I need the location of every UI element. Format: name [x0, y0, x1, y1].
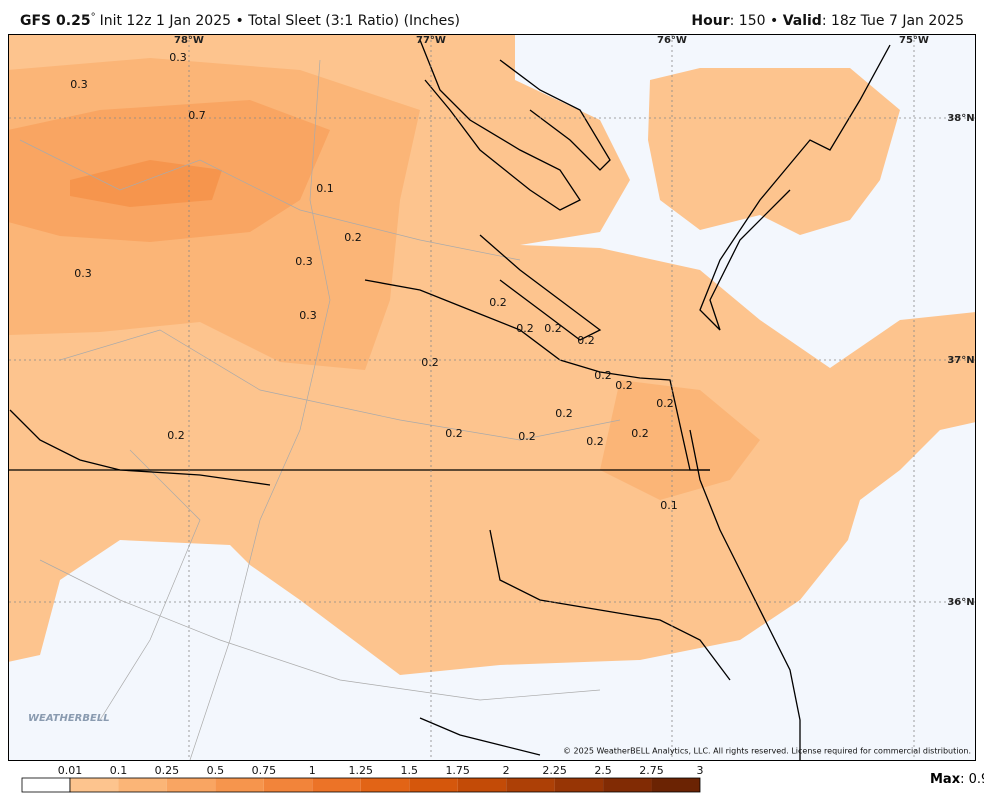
colorbar-tick: 0.75 — [252, 764, 277, 777]
colorbar-tick: 2.75 — [639, 764, 664, 777]
contour-label: 0.2 — [544, 322, 562, 335]
latitude-label: 37°N — [947, 355, 974, 366]
description: Init 12z 1 Jan 2025 • Total Sleet (3:1 R… — [100, 13, 460, 29]
valid-label: Valid — [783, 13, 822, 29]
map — [9, 35, 976, 760]
colorbar-blank — [21, 777, 71, 793]
colorbar-segment — [70, 778, 119, 792]
colorbar-segment — [506, 778, 555, 792]
contour-label: 0.3 — [74, 267, 92, 280]
hour-value: : 150 • — [730, 13, 783, 29]
colorbar-tick: 0.5 — [207, 764, 225, 777]
model: GFS 0.25 — [20, 13, 91, 29]
map-frame — [8, 34, 976, 761]
contour-label: 0.2 — [167, 429, 185, 442]
model-name: GFS 0.25° Init 12z 1 Jan 2025 • Total Sle… — [20, 12, 460, 29]
colorbar-tick: 0.25 — [155, 764, 180, 777]
longitude-label: 77°W — [416, 35, 446, 46]
contour-label: 0.2 — [489, 296, 507, 309]
colorbar-frame — [69, 777, 701, 793]
colorbar-tick: 3 — [697, 764, 704, 777]
contour-label: 0.1 — [660, 499, 678, 512]
contour-label: 0.3 — [299, 309, 317, 322]
contour-label: 0.2 — [344, 231, 362, 244]
colorbar-tick: 1.5 — [400, 764, 418, 777]
contour-label: 0.3 — [70, 78, 88, 91]
max-number: : 0.9 — [960, 772, 984, 787]
coastlines — [9, 39, 891, 760]
colorbar-segment — [409, 778, 458, 792]
contour-label: 0.2 — [631, 427, 649, 440]
contour-label: 0.3 — [295, 255, 313, 268]
contour-label: 0.2 — [586, 435, 604, 448]
contour-label: 0.2 — [656, 397, 674, 410]
contour-label: 0.2 — [516, 322, 534, 335]
contour-label: 0.1 — [316, 182, 334, 195]
colorbar-segment — [118, 778, 167, 792]
contour-label: 0.2 — [577, 334, 595, 347]
header: GFS 0.25° Init 12z 1 Jan 2025 • Total Sle… — [20, 12, 964, 29]
colorbar-segment — [603, 778, 652, 792]
county-lines — [19, 59, 621, 760]
colorbar-tick: 1.75 — [445, 764, 470, 777]
contour-label: 0.2 — [421, 356, 439, 369]
valid-info: Hour: 150 • Valid: 18z Tue 7 Jan 2025 — [691, 13, 964, 29]
colorbar-segment — [166, 778, 216, 792]
colorbar-segment — [457, 778, 507, 792]
longitude-label: 76°W — [657, 35, 687, 46]
colorbar-segment — [651, 778, 700, 792]
colorbar-segment — [360, 778, 410, 792]
sleet-area — [648, 68, 900, 235]
longitude-label: 78°W — [174, 35, 204, 46]
colorbar-tick: 2.25 — [542, 764, 567, 777]
copyright: © 2025 WeatherBELL Analytics, LLC. All r… — [563, 747, 971, 756]
hour-label: Hour — [691, 13, 729, 29]
contour-label: 0.7 — [188, 109, 206, 122]
contour-label: 0.2 — [445, 427, 463, 440]
max-label: Max — [930, 772, 961, 787]
longitude-label: 75°W — [899, 35, 929, 46]
colorbar-segment — [215, 778, 264, 792]
latitude-label: 36°N — [947, 597, 974, 608]
valid-value: : 18z Tue 7 Jan 2025 — [822, 13, 964, 29]
colorbar-tick: 1.25 — [349, 764, 374, 777]
colorbar-segment — [554, 778, 604, 792]
colorbar-tick: 1 — [309, 764, 316, 777]
degree: ° — [91, 12, 96, 23]
watermark: WEATHERBELL — [28, 713, 110, 724]
latitude-label: 38°N — [947, 113, 974, 124]
max-value: Max: 0.9 — [930, 772, 984, 787]
contour-label: 0.3 — [169, 51, 187, 64]
contour-label: 0.2 — [555, 407, 573, 420]
colorbar-segment — [312, 778, 361, 792]
contour-label: 0.2 — [594, 369, 612, 382]
contour-label: 0.2 — [615, 379, 633, 392]
colorbar-tick: 0.01 — [58, 764, 83, 777]
sleet-area — [70, 160, 222, 207]
colorbar-tick: 2.5 — [594, 764, 612, 777]
colorbar-tick: 2 — [503, 764, 510, 777]
colorbar-tick: 0.1 — [110, 764, 128, 777]
colorbar-segment — [263, 778, 313, 792]
contour-label: 0.2 — [518, 430, 536, 443]
